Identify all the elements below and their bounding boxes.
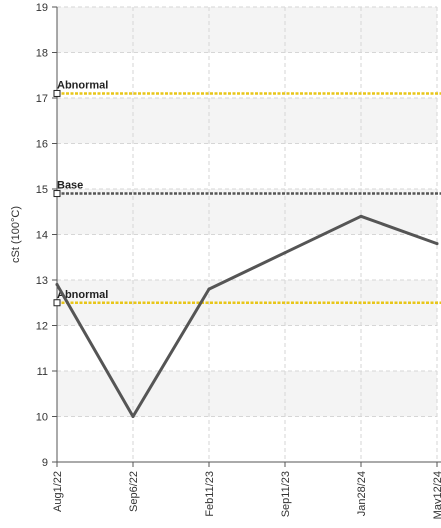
y-tick-label: 14 bbox=[36, 230, 48, 242]
y-tick-label: 17 bbox=[36, 93, 48, 105]
reference-marker bbox=[53, 299, 61, 307]
reference-label: Base bbox=[57, 180, 83, 192]
y-tick-label: 13 bbox=[36, 275, 48, 287]
y-tick-labels: 9 10 11 12 13 14 15 16 17 18 19 bbox=[36, 2, 48, 469]
background-band bbox=[57, 189, 437, 235]
data-point bbox=[207, 287, 211, 291]
x-tick-label: May12/24 bbox=[432, 471, 441, 519]
reference-marker bbox=[53, 89, 61, 97]
series-group bbox=[55, 214, 439, 418]
background-band bbox=[57, 371, 437, 417]
reference-marker bbox=[53, 190, 61, 198]
x-tick-label: Aug1/22 bbox=[52, 471, 64, 512]
y-tick-label: 16 bbox=[36, 139, 48, 151]
reference-lines: Abnormal Base Abnormal bbox=[53, 79, 441, 307]
data-point bbox=[283, 251, 287, 255]
y-tick-label: 15 bbox=[36, 184, 48, 196]
background-band bbox=[57, 52, 437, 98]
x-tick-label: Feb11/23 bbox=[204, 471, 216, 517]
y-tick-label: 18 bbox=[36, 48, 48, 60]
y-tick-label: 11 bbox=[37, 366, 48, 378]
x-tick-label: Sep11/23 bbox=[280, 471, 292, 517]
data-point bbox=[359, 214, 363, 218]
data-point bbox=[131, 415, 135, 418]
data-point bbox=[435, 242, 439, 246]
background-band bbox=[57, 143, 437, 189]
series-line bbox=[55, 214, 439, 418]
y-tick-label: 9 bbox=[42, 457, 48, 469]
axes bbox=[52, 6, 441, 467]
y-axis-title: cSt (100°C) bbox=[10, 206, 22, 263]
x-tick-labels: Aug1/22 Sep6/22 Feb11/23 Sep11/23 Jan28/24 Ma… bbox=[52, 471, 441, 519]
reference-label: Abnormal bbox=[57, 289, 108, 301]
data-point bbox=[55, 283, 59, 287]
x-tick-label: Sep6/22 bbox=[128, 471, 140, 512]
y-tick-label: 12 bbox=[36, 321, 48, 333]
background-band bbox=[57, 234, 437, 280]
background-band bbox=[57, 325, 437, 371]
background-band bbox=[57, 7, 437, 53]
y-tick-label: 19 bbox=[36, 2, 48, 14]
reference-label: Abnormal bbox=[57, 79, 108, 91]
y-tick-label: 10 bbox=[36, 412, 48, 424]
background-band bbox=[57, 98, 437, 144]
x-tick-label: Jan28/24 bbox=[356, 471, 368, 516]
background-band bbox=[57, 416, 437, 462]
